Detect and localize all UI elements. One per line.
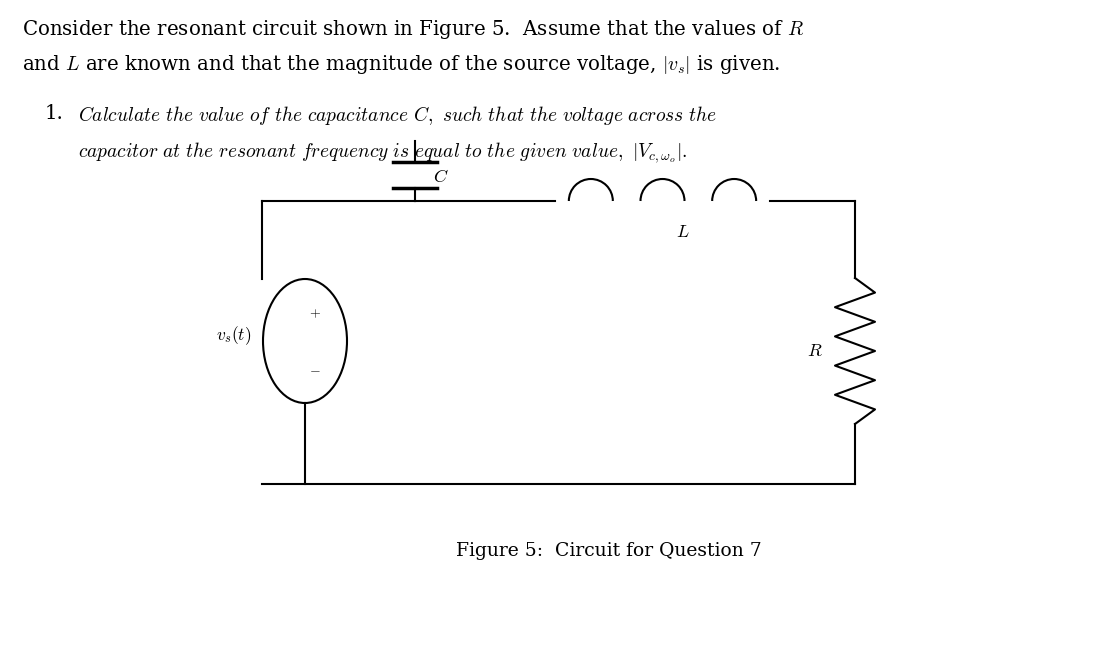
Text: $\it{capacitor\ at\ the\ resonant\ frequency\ is\ equal\ to\ the\ given\ value,}: $\it{capacitor\ at\ the\ resonant\ frequ… bbox=[78, 140, 687, 165]
Text: and $L$ are known and that the magnitude of the source voltage, $|v_s|$ is given: and $L$ are known and that the magnitude… bbox=[22, 53, 780, 76]
Text: $\it{Calculate\ the\ value\ of\ the\ capacitance}$ $C,$ $\it{such\ that\ the\ vo: $\it{Calculate\ the\ value\ of\ the\ cap… bbox=[78, 104, 718, 127]
Text: $L$: $L$ bbox=[675, 223, 690, 241]
Text: 1.: 1. bbox=[45, 104, 64, 123]
Text: $-$: $-$ bbox=[309, 362, 320, 376]
Text: $+$: $+$ bbox=[309, 306, 321, 320]
Text: $R$: $R$ bbox=[807, 342, 822, 360]
Text: Figure 5:  Circuit for Question 7: Figure 5: Circuit for Question 7 bbox=[455, 542, 761, 560]
Text: $C$: $C$ bbox=[433, 168, 449, 186]
Text: $v_s(t)$: $v_s(t)$ bbox=[215, 325, 251, 348]
Text: Consider the resonant circuit shown in Figure 5.  Assume that the values of $R$: Consider the resonant circuit shown in F… bbox=[22, 18, 805, 41]
